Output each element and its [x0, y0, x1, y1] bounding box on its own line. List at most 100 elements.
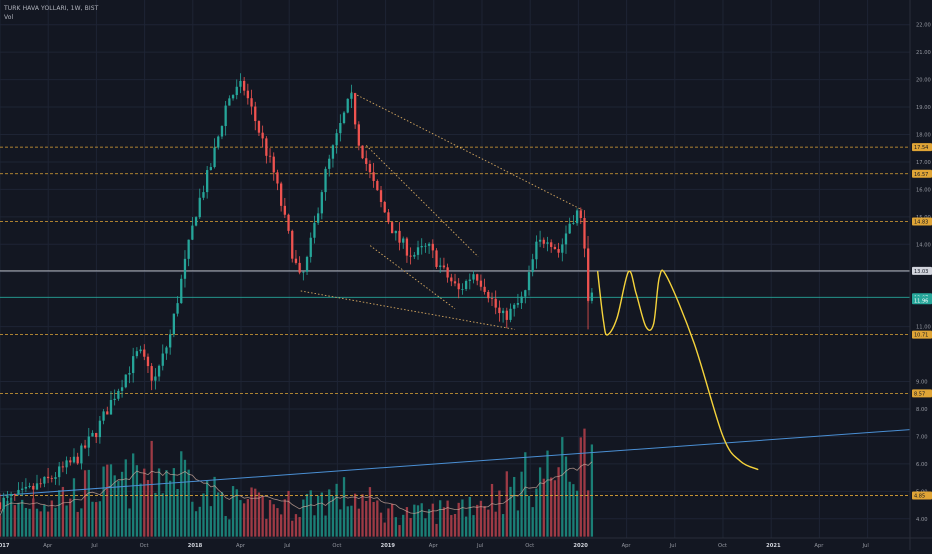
- candle-body: [132, 356, 135, 374]
- volume-bar: [427, 509, 431, 537]
- candle-body: [98, 420, 102, 438]
- volume-bar: [346, 506, 349, 537]
- candle-body: [590, 292, 594, 301]
- candle-body: [294, 258, 298, 263]
- volume-bar: [83, 470, 87, 537]
- volume-bar: [331, 496, 335, 537]
- volume-bar: [298, 517, 301, 537]
- volume-bar: [405, 507, 409, 537]
- volume-bar: [91, 501, 94, 537]
- candle-body: [109, 400, 113, 415]
- candlestick-series: [0, 73, 594, 513]
- price-level-badge[interactable]: [912, 330, 932, 339]
- volume-bar: [165, 470, 168, 537]
- price-level-badge[interactable]: [912, 491, 932, 500]
- candle-body: [487, 291, 490, 299]
- trendline-solid[interactable]: [0, 429, 911, 496]
- time-tick-label: 2021: [766, 543, 781, 549]
- candle-body: [80, 445, 83, 464]
- volume-bar: [250, 487, 253, 537]
- volume-bar: [180, 451, 183, 537]
- volume-bar: [113, 475, 116, 537]
- candle-body: [213, 147, 216, 168]
- candle-body: [291, 230, 294, 259]
- volume-bar: [561, 437, 564, 537]
- candle-body: [505, 310, 508, 320]
- candle-body: [65, 460, 68, 468]
- volume-bar: [39, 511, 42, 537]
- volume-bar: [450, 515, 453, 537]
- candle-body: [169, 334, 172, 348]
- volume-bar: [568, 481, 571, 537]
- candle-body: [372, 172, 375, 181]
- candle-body: [564, 233, 568, 245]
- price-tick-label: 20.00: [916, 78, 931, 84]
- candle-body: [239, 80, 242, 87]
- price-level-badge[interactable]: [912, 217, 932, 226]
- candle-body: [224, 105, 227, 127]
- price-level-badge[interactable]: [912, 296, 932, 305]
- time-tick-label: Jul: [862, 543, 869, 549]
- volume-bar: [520, 471, 523, 537]
- candle-body: [276, 172, 279, 184]
- trendline-dotted[interactable]: [369, 245, 456, 310]
- candle-body: [287, 214, 290, 231]
- volume-bar: [135, 465, 139, 537]
- price-level-badge-label: 4.85: [914, 493, 925, 499]
- price-tick-label: 7.00: [916, 434, 928, 440]
- volume-bar: [527, 495, 531, 537]
- volume-bar: [542, 478, 545, 537]
- candle-body: [272, 156, 275, 173]
- price-level-badge[interactable]: [912, 266, 932, 275]
- candle-body: [176, 303, 179, 314]
- price-tick-label: 17.00: [916, 160, 931, 166]
- time-axis[interactable]: 2017 Apr Jul Oct 2018 Apr Jul Oct 2019 Apr Jul Oct 2…: [0, 537, 932, 549]
- freehand-path[interactable]: [597, 269, 759, 471]
- volume-bar: [46, 511, 50, 537]
- candle-body: [87, 436, 90, 448]
- time-tick-label: 2020: [573, 543, 588, 549]
- candle-body: [265, 138, 268, 156]
- volume-bar: [538, 467, 542, 537]
- candle-body: [124, 374, 127, 388]
- volume-bar: [476, 504, 479, 537]
- volume-bar: [305, 493, 309, 537]
- time-tick-label: Apr: [236, 543, 246, 549]
- candle-body: [91, 432, 94, 437]
- time-tick-label: Apr: [814, 543, 824, 549]
- trendline-dotted[interactable]: [300, 290, 515, 330]
- candle-body: [24, 486, 28, 489]
- candle-body: [139, 349, 142, 352]
- price-tick-label: 18.00: [916, 133, 931, 139]
- volume-bar: [575, 490, 579, 537]
- volume-bar: [54, 507, 57, 537]
- volume-bar: [583, 428, 586, 537]
- price-axis[interactable]: 4.005.006.007.008.009.0011.0013.0014.001…: [909, 0, 932, 550]
- volume-bar: [376, 500, 379, 537]
- volume-bar: [61, 486, 65, 537]
- candle-body: [220, 126, 224, 137]
- volume-indicator-label[interactable]: Vol: [4, 14, 14, 21]
- candle-body: [320, 192, 323, 214]
- trendline-dotted[interactable]: [350, 91, 583, 211]
- price-level-badge[interactable]: [912, 389, 932, 398]
- price-level-badge[interactable]: [912, 143, 932, 152]
- candle-body: [217, 136, 220, 148]
- candle-body: [424, 245, 427, 247]
- volume-bar: [98, 501, 102, 537]
- candle-body: [398, 230, 401, 243]
- price-level-badge[interactable]: [912, 169, 932, 178]
- symbol-title[interactable]: TURK HAVA YOLLARI, 1W, BIST: [4, 5, 99, 12]
- volume-bar: [0, 515, 2, 537]
- candle-body: [361, 145, 364, 159]
- candle-body: [557, 249, 560, 253]
- time-tick-label: Jul: [90, 543, 97, 549]
- volume-bar: [2, 497, 5, 537]
- candle-body: [416, 247, 420, 255]
- volume-bar: [535, 488, 538, 537]
- volume-bar: [350, 505, 353, 537]
- candle-body: [61, 466, 65, 468]
- candle-body: [501, 310, 505, 314]
